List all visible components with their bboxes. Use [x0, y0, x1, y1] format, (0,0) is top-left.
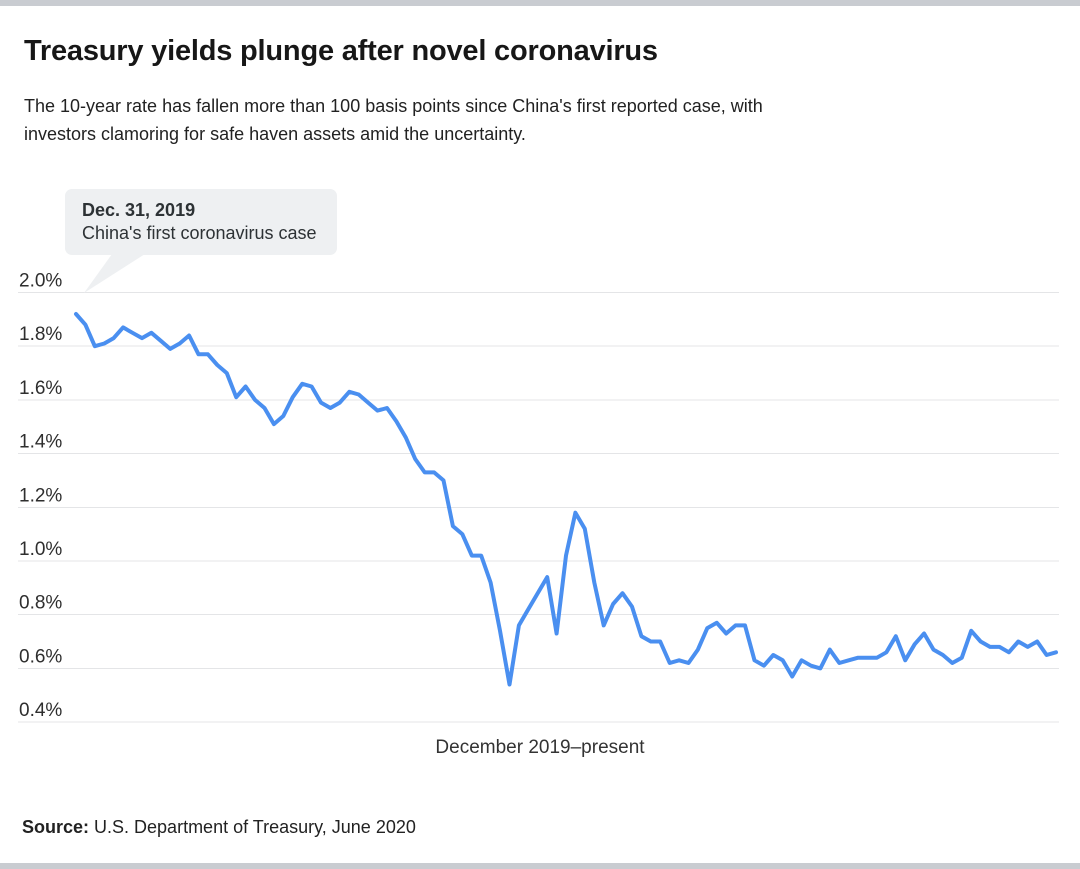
y-tick-label: 1.0%	[19, 539, 62, 560]
y-tick-label: 0.4%	[19, 700, 62, 721]
annotation-callout: Dec. 31, 2019 China's first coronavirus …	[65, 189, 337, 255]
annotation-date: Dec. 31, 2019	[82, 200, 196, 220]
gridlines	[18, 292, 1059, 723]
y-tick-label: 1.4%	[19, 432, 62, 453]
annotation-text: China's first coronavirus case	[82, 223, 317, 243]
y-axis-tick-labels: 2.0% 1.8% 1.6% 1.4% 1.2% 1.0% 0.8% 0.6% 0.4%	[19, 271, 62, 722]
source-label: Source:	[22, 817, 90, 837]
chart-subtitle: The 10-year rate has fallen more than 10…	[24, 96, 763, 144]
source-text: U.S. Department of Treasury, June 2020	[89, 817, 416, 837]
chart-title: Treasury yields plunge after novel coron…	[24, 35, 658, 67]
y-tick-label: 2.0%	[19, 271, 62, 292]
x-axis-label: December 2019–present	[435, 737, 645, 758]
y-tick-label: 1.8%	[19, 324, 62, 345]
yield-line	[74, 312, 1058, 687]
bottom-border-bar	[0, 863, 1080, 869]
y-tick-label: 0.8%	[19, 593, 62, 614]
top-border-bar	[0, 0, 1080, 6]
y-tick-label: 0.6%	[19, 646, 62, 667]
annotation-pointer-shape	[84, 254, 145, 293]
y-tick-label: 1.6%	[19, 378, 62, 399]
source-line: Source: U.S. Department of Treasury, Jun…	[22, 817, 416, 838]
annotation-pointer	[84, 254, 145, 293]
y-tick-label: 1.2%	[19, 485, 62, 506]
